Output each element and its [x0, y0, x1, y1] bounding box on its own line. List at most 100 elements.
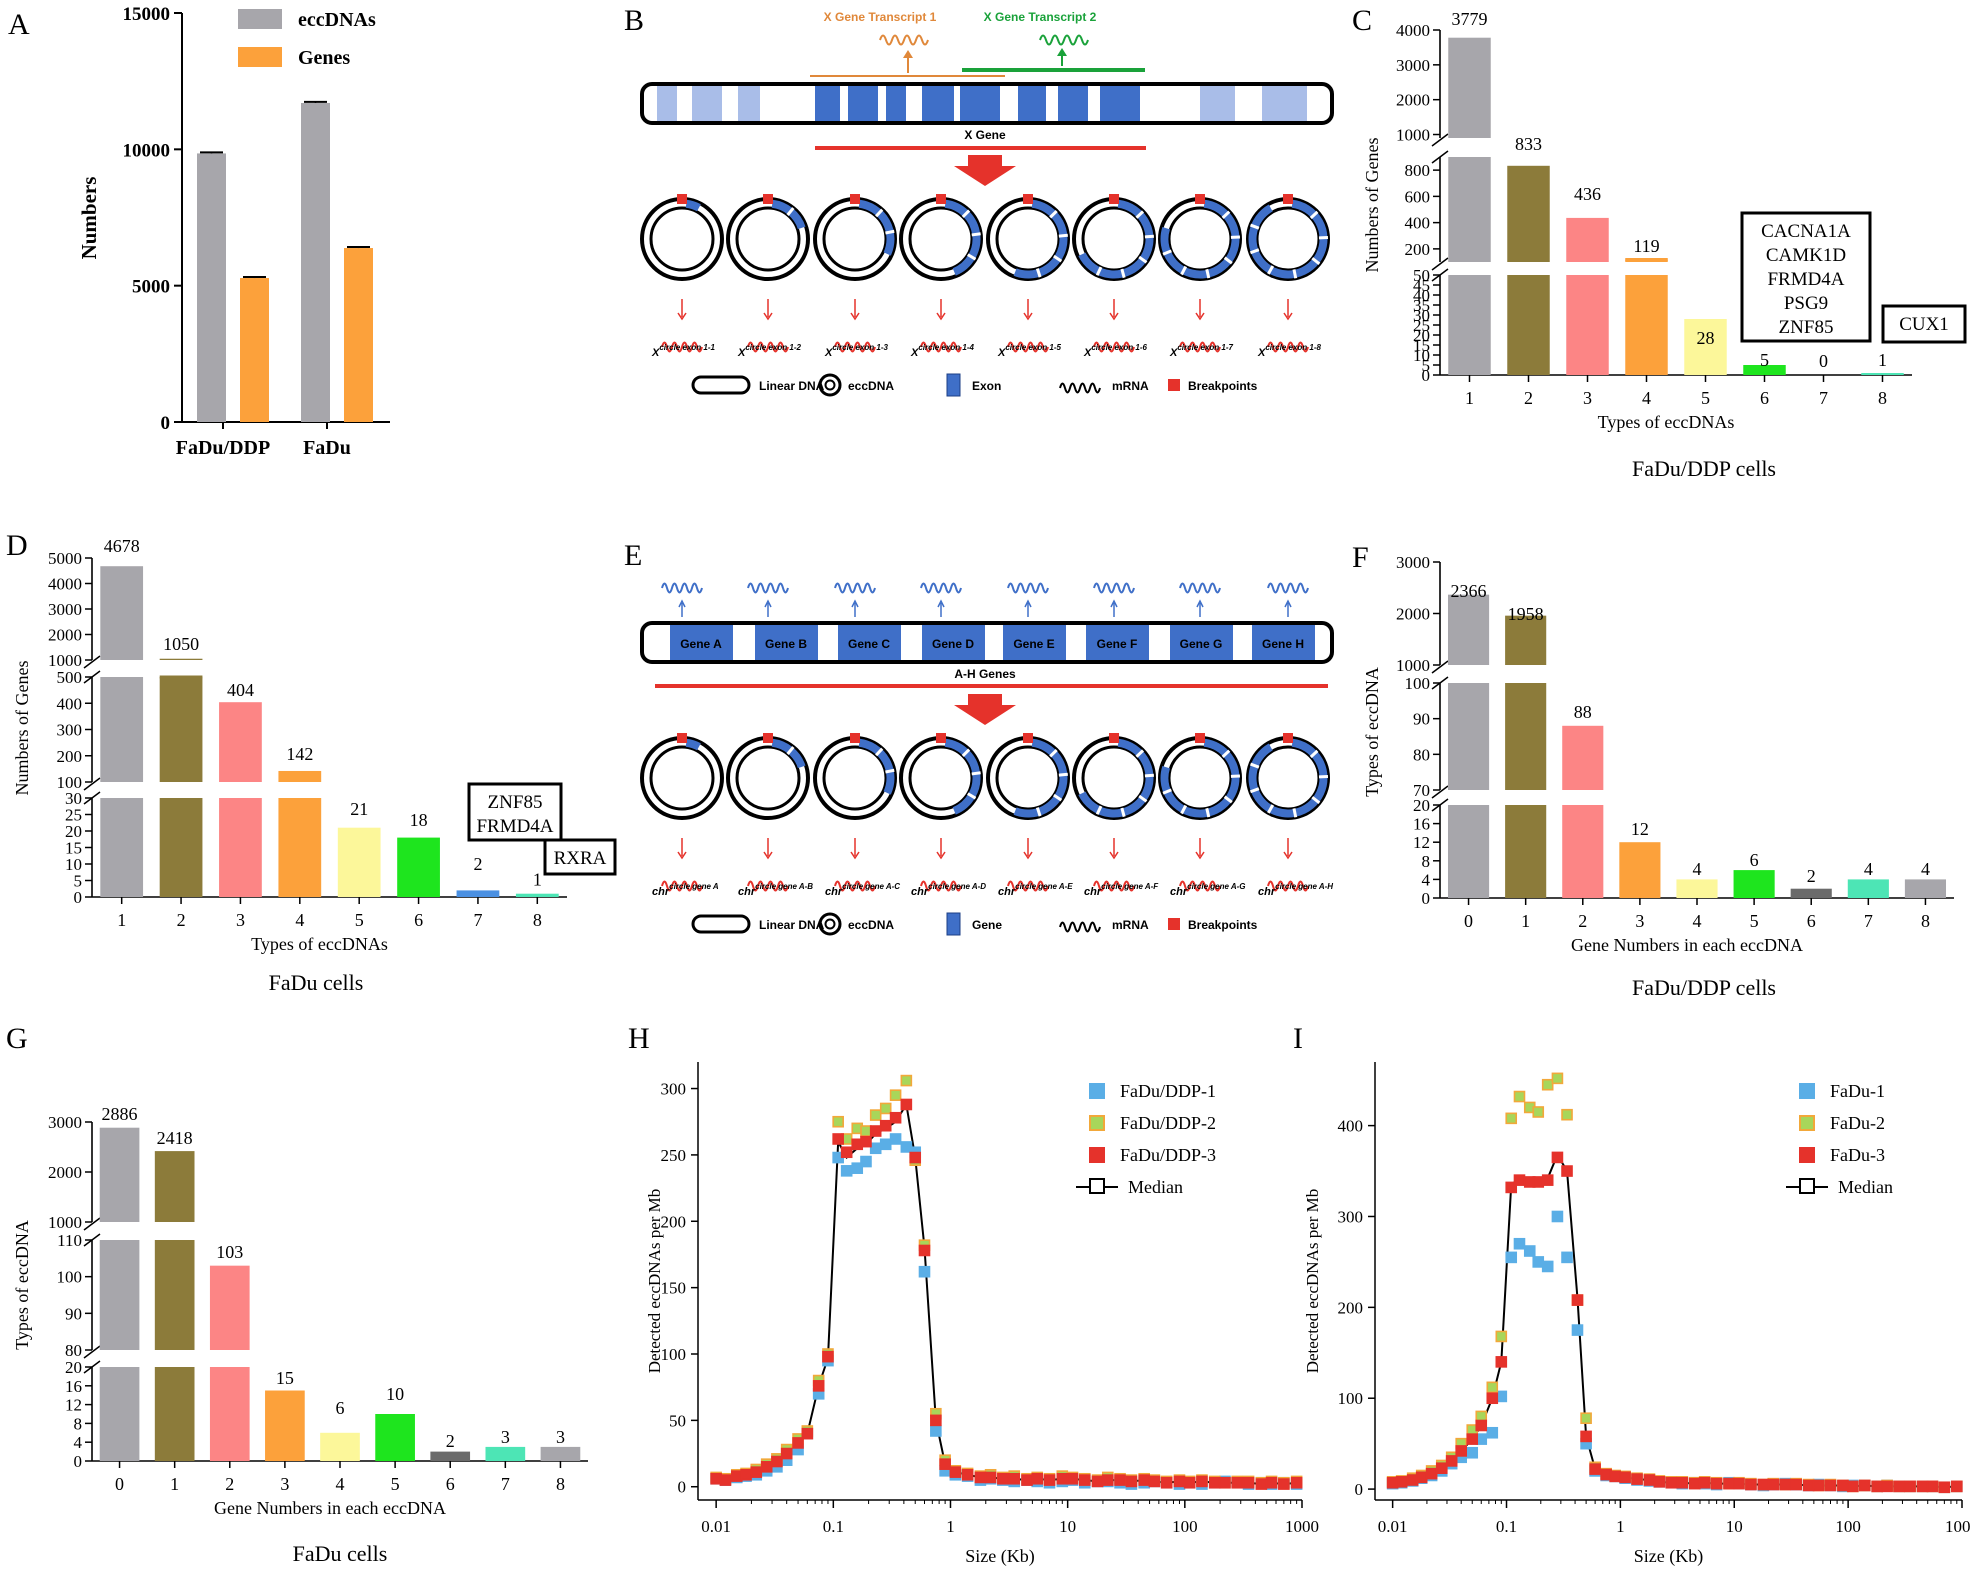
exon-arc [685, 199, 701, 212]
exon-gap [1311, 257, 1321, 266]
bar-D-6 [397, 837, 440, 897]
x-tick-label: 5 [391, 1474, 400, 1494]
bar-F-2 [1562, 805, 1604, 898]
x-tick-label: 0 [1464, 911, 1473, 931]
bar-D-1 [100, 566, 144, 660]
y-tick-label: 2000 [1396, 91, 1430, 110]
diagram-E: Gene A Gene B Gene C Gene D Gene E Gene F Gene… [640, 582, 1334, 936]
y-tick-label: 15 [65, 839, 82, 858]
legend-swatch [238, 9, 282, 29]
circle-label: Xcircle exon 1-3 [824, 343, 888, 359]
legend-label: eccDNA [848, 918, 894, 932]
legend-mrna-icon [1059, 382, 1101, 394]
arrow-head [764, 599, 772, 608]
arrow-head [1283, 851, 1293, 860]
point-FaDu-2 [1486, 1381, 1499, 1394]
point-FaDu-3 [1619, 1471, 1631, 1484]
y-tick-label: 20 [65, 822, 82, 841]
exon-gap [1049, 210, 1058, 219]
mrna-wave [920, 582, 962, 594]
legend-breakpoint-icon [1168, 918, 1180, 930]
point-FaDu/DDP-3 [939, 1458, 951, 1470]
x-tick-label: 7 [501, 1474, 510, 1494]
y-axis-title: Numbers of Genes [1362, 138, 1382, 273]
mrna-wave [1007, 341, 1049, 353]
x-tick-label: 3 [280, 1474, 289, 1494]
bar-F-5 [1733, 870, 1775, 898]
arrow-head [677, 312, 687, 321]
annotation-gene-label: ZNF85 [488, 792, 543, 813]
eccdna-inner-ring [822, 206, 888, 272]
point-FaDu-3 [1495, 1356, 1508, 1368]
point-FaDu/DDP-3 [1091, 1475, 1104, 1488]
x-tick-label: 1000 [1945, 1517, 1970, 1536]
arrow-head [1195, 851, 1205, 860]
x-tick-label: 1000 [1285, 1517, 1319, 1536]
y-tick-label: 70 [1413, 781, 1430, 800]
x-tick-label: 2 [1524, 388, 1533, 408]
bar-F-1 [1505, 805, 1547, 898]
chart-C: 0510152025303540455020040060080010002000… [1362, 9, 1967, 481]
circle-label: Xcircle exon 1-7 [1169, 343, 1233, 359]
eccdna-inner-ring [735, 745, 801, 811]
point-FaDu/DDP-3 [1078, 1474, 1091, 1486]
bar-G-0 [99, 1240, 140, 1350]
exon-gap [885, 229, 895, 235]
data-label: 2886 [102, 1104, 138, 1124]
data-label: 103 [216, 1242, 243, 1262]
exon-gap [1144, 773, 1155, 778]
x-tick-label: 100 [1835, 1517, 1861, 1536]
exon-gap [1292, 808, 1298, 818]
bar-G-6 [430, 1451, 471, 1461]
eccdna-inner-ring [1255, 745, 1321, 811]
x-axis-title: Gene Numbers in each eccDNA [1571, 935, 1803, 955]
point-FaDu-3 [1395, 1476, 1408, 1488]
x-tick-label: 1 [117, 910, 126, 930]
axis-break-mark [83, 655, 101, 669]
bar-D-4 [278, 770, 322, 782]
mrna-wave [1267, 880, 1309, 892]
legend-label: Median [1128, 1177, 1183, 1197]
bar-G-0 [99, 1367, 140, 1461]
y-tick-label: 400 [57, 694, 83, 713]
legend-swatch [1089, 1115, 1105, 1131]
point-FaDu-3 [1643, 1474, 1656, 1486]
legend-label: FaDu/DDP-2 [1120, 1113, 1216, 1133]
exon-box [657, 86, 677, 121]
mrna-wave [920, 880, 962, 892]
bar-F-4 [1676, 879, 1718, 898]
breakpoint-marker [1023, 194, 1033, 204]
arrow-head [1195, 312, 1205, 321]
point-FaDu-3 [1779, 1478, 1791, 1491]
bar-F-2 [1562, 725, 1604, 790]
mrna-wave [1007, 582, 1049, 594]
circle-label: Xcircle exon 1-1 [651, 343, 715, 359]
bar-C-2 [1507, 275, 1550, 375]
y-tick-label: 10 [1413, 346, 1430, 365]
exon-gap [1205, 807, 1211, 818]
point-FaDu-1 [1532, 1256, 1545, 1268]
y-tick-label: 0 [161, 413, 171, 434]
y-tick-label: 600 [1405, 187, 1431, 206]
point-FaDu/DDP-1 [869, 1142, 882, 1155]
circle-label: chrcircle gene A-G [1170, 882, 1246, 898]
exon-gap [1223, 795, 1233, 804]
y-axis-title: Detected eccDNAs per Mb [645, 1189, 664, 1374]
y-tick-label: 1000 [1396, 126, 1430, 145]
bar-D-4 [278, 798, 322, 897]
exon-gap [961, 748, 971, 758]
data-label: 2 [446, 1431, 455, 1451]
y-tick-label: 3000 [1396, 553, 1430, 572]
x-tick-label: 10 [1059, 1517, 1076, 1536]
legend-swatch [1799, 1115, 1815, 1131]
axis-break-mark [83, 1345, 101, 1359]
point-FaDu/DDP-3 [961, 1468, 974, 1481]
exon-box [1200, 86, 1235, 121]
y-tick-label: 2000 [48, 626, 82, 645]
circle-label: chrcircle gene A-H [1258, 882, 1333, 898]
breakpoint-marker [677, 733, 687, 743]
mrna-wave [1093, 341, 1135, 353]
y-tick-label: 35 [1413, 296, 1430, 315]
gene-label: Gene F [1097, 637, 1138, 651]
